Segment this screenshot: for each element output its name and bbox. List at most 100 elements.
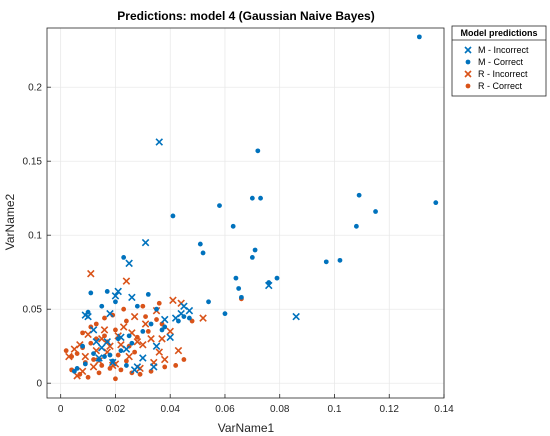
point-m-incorrect-stroke bbox=[150, 363, 158, 371]
point-r-correct bbox=[132, 349, 138, 355]
point-m-incorrect bbox=[106, 309, 114, 318]
point-r-incorrect-stroke bbox=[65, 352, 73, 361]
point-m-correct bbox=[353, 223, 359, 229]
point-r-incorrect bbox=[89, 363, 98, 371]
point-r-incorrect-stroke bbox=[199, 314, 207, 322]
point-m-incorrect bbox=[141, 238, 150, 247]
point-r-correct bbox=[118, 367, 124, 373]
point-m-incorrect bbox=[122, 345, 131, 353]
x-tick-label: 0.06 bbox=[215, 404, 235, 415]
y-tick-label: 0 bbox=[36, 379, 42, 390]
point-m-correct bbox=[356, 192, 362, 198]
y-tick-label: 0.05 bbox=[23, 305, 43, 316]
legend-label: M - Correct bbox=[478, 57, 523, 67]
point-r-correct bbox=[173, 363, 179, 368]
y-tick-label: 0.2 bbox=[28, 83, 42, 94]
point-r-correct bbox=[181, 357, 187, 362]
legend-marker bbox=[465, 83, 471, 89]
point-r-correct bbox=[93, 321, 99, 327]
point-m-correct bbox=[252, 247, 258, 253]
y-tick-label: 0.1 bbox=[28, 231, 42, 242]
point-m-correct bbox=[80, 343, 85, 349]
point-r-incorrect bbox=[169, 296, 177, 305]
x-tick-label: 0.08 bbox=[270, 404, 290, 415]
legend-items: M - Incorrect M - Correct R - Incorrect R -… bbox=[464, 45, 529, 91]
point-m-incorrect-stroke bbox=[185, 306, 194, 315]
point-m-correct bbox=[416, 34, 422, 40]
point-r-incorrect-stroke bbox=[111, 360, 120, 368]
point-r-correct bbox=[102, 315, 107, 321]
point-m-incorrect bbox=[125, 259, 133, 268]
legend-marker-stroke bbox=[464, 70, 472, 78]
point-m-correct bbox=[134, 303, 140, 309]
point-r-incorrect bbox=[100, 326, 109, 334]
point-m-incorrect-stroke bbox=[114, 287, 122, 296]
point-m-incorrect bbox=[265, 281, 273, 290]
point-m-incorrect-stroke bbox=[84, 312, 92, 321]
point-r-correct bbox=[74, 351, 80, 356]
point-r-incorrect-stroke bbox=[166, 327, 174, 336]
y-axis-label: VarName2 bbox=[3, 193, 17, 250]
chart-title: Predictions: model 4 (Gaussian Naive Bay… bbox=[117, 9, 374, 23]
point-m-incorrect-stroke bbox=[97, 343, 106, 352]
point-r-incorrect-stroke bbox=[160, 355, 169, 364]
point-r-incorrect-stroke bbox=[87, 269, 95, 278]
point-m-incorrect bbox=[292, 312, 300, 321]
point-r-incorrect bbox=[147, 335, 155, 343]
point-r-incorrect-stroke bbox=[100, 326, 109, 334]
point-m-incorrect-stroke bbox=[292, 312, 300, 321]
legend-label: R - Correct bbox=[478, 81, 523, 91]
point-m-correct bbox=[323, 259, 329, 265]
point-m-incorrect bbox=[152, 342, 161, 350]
point-r-incorrect bbox=[119, 323, 128, 331]
point-r-incorrect bbox=[166, 327, 174, 336]
point-m-incorrect-stroke bbox=[166, 333, 174, 342]
point-m-correct bbox=[249, 255, 255, 260]
point-m-correct bbox=[200, 250, 206, 256]
point-r-incorrect-stroke bbox=[139, 340, 147, 349]
data-points bbox=[63, 34, 439, 382]
point-m-incorrect-stroke bbox=[111, 292, 120, 300]
point-m-correct bbox=[217, 203, 222, 209]
point-m-incorrect-stroke bbox=[92, 337, 101, 346]
point-r-incorrect-stroke bbox=[133, 337, 142, 346]
point-r-correct bbox=[140, 303, 146, 309]
point-m-incorrect bbox=[150, 363, 158, 371]
point-r-incorrect-stroke bbox=[174, 346, 183, 355]
x-tick-label: 0.04 bbox=[160, 404, 180, 415]
point-r-incorrect-stroke bbox=[122, 277, 131, 285]
point-m-incorrect bbox=[114, 287, 122, 296]
point-r-incorrect bbox=[174, 346, 183, 355]
point-r-correct bbox=[115, 352, 121, 358]
point-m-correct bbox=[82, 361, 88, 367]
point-r-incorrect bbox=[139, 340, 147, 349]
legend: Model predictions M - Incorrect M - Corre… bbox=[451, 25, 547, 97]
point-m-correct bbox=[255, 148, 261, 154]
point-r-correct bbox=[85, 374, 91, 380]
point-m-incorrect bbox=[128, 293, 136, 302]
point-m-correct bbox=[236, 286, 242, 291]
point-m-correct bbox=[148, 321, 154, 327]
point-r-correct bbox=[154, 317, 159, 322]
point-m-incorrect bbox=[180, 302, 188, 311]
point-m-correct bbox=[88, 290, 94, 296]
point-r-correct bbox=[91, 357, 96, 362]
point-r-incorrect-stroke bbox=[73, 372, 81, 380]
point-r-correct bbox=[134, 334, 140, 340]
point-r-correct bbox=[113, 327, 118, 333]
point-m-incorrect-stroke bbox=[81, 311, 90, 319]
legend-marker-stroke bbox=[464, 46, 472, 54]
point-r-correct bbox=[113, 376, 118, 382]
point-m-incorrect-stroke bbox=[108, 358, 117, 367]
point-m-correct bbox=[113, 299, 118, 305]
point-m-correct bbox=[145, 292, 151, 297]
point-m-correct bbox=[107, 352, 113, 358]
point-r-correct bbox=[110, 312, 116, 318]
point-m-correct bbox=[126, 333, 132, 339]
legend-label: M - Incorrect bbox=[478, 45, 529, 55]
point-r-incorrect bbox=[87, 269, 95, 278]
axis-ticks: 0 0.02 0.04 0.06 0.08 0.1 0.12 0.14 0 0.05 0.1 0.15… bbox=[23, 83, 455, 415]
legend-title: Model predictions bbox=[460, 28, 537, 38]
point-m-correct bbox=[337, 257, 343, 263]
point-m-incorrect bbox=[117, 333, 125, 342]
